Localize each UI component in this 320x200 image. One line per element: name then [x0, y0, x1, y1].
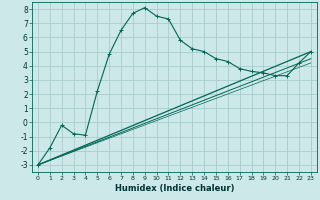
- X-axis label: Humidex (Indice chaleur): Humidex (Indice chaleur): [115, 184, 234, 193]
